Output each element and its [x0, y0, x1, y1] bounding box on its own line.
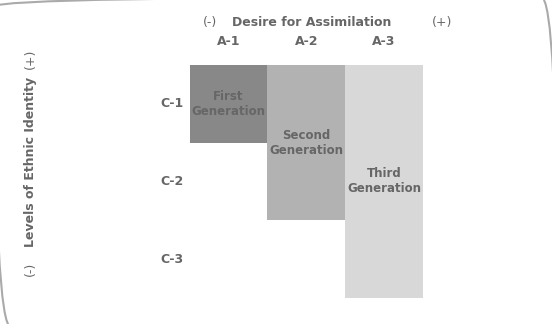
Text: C-1: C-1	[160, 97, 183, 110]
Text: First
Generation: First Generation	[192, 90, 266, 118]
Text: Third
Generation: Third Generation	[347, 168, 421, 195]
Bar	[268, 65, 345, 220]
Text: A-2: A-2	[295, 35, 318, 48]
Text: (-): (-)	[24, 262, 37, 276]
Text: Levels of Ethnic Identity: Levels of Ethnic Identity	[24, 77, 37, 247]
Bar	[190, 65, 268, 143]
Text: A-3: A-3	[373, 35, 396, 48]
Text: Desire for Assimilation: Desire for Assimilation	[232, 16, 391, 29]
Text: Second
Generation: Second Generation	[269, 129, 343, 156]
Text: (+): (+)	[24, 48, 37, 68]
Text: (-): (-)	[203, 16, 217, 29]
Text: A-1: A-1	[217, 35, 240, 48]
Text: (+): (+)	[432, 16, 452, 29]
Text: C-3: C-3	[161, 253, 183, 266]
Text: C-2: C-2	[160, 175, 183, 188]
Bar	[345, 65, 423, 298]
